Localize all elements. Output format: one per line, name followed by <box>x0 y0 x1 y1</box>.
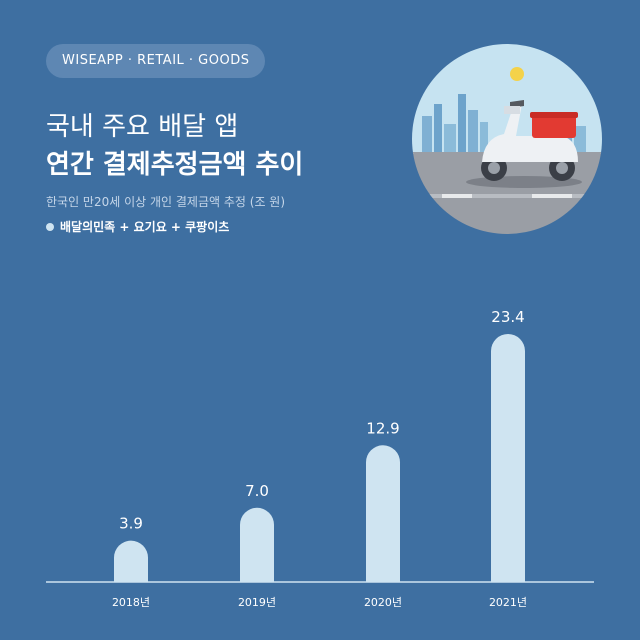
data-label: 23.4 <box>491 308 524 326</box>
x-tick-label: 2018년 <box>112 596 150 609</box>
title-line-2: 연간 결제추정금액 추이 <box>46 150 304 180</box>
title-line-1: 국내 주요 배달 앱 <box>46 112 239 142</box>
data-label: 7.0 <box>245 482 269 500</box>
data-label: 12.9 <box>366 419 399 437</box>
x-tick-label: 2019년 <box>238 596 276 609</box>
x-tick-label: 2021년 <box>489 596 527 609</box>
bar-2021년 <box>491 334 525 582</box>
bar-2019년 <box>240 507 274 582</box>
subtitle: 한국인 만20세 이상 개인 결제금액 추정 (조 원) <box>46 195 286 209</box>
source-badge: WISEAPP · RETAIL · GOODS <box>46 44 266 78</box>
legend: 배달의민족 + 요기요 + 쿠팡이츠 <box>46 218 229 235</box>
delivery-scooter-icon <box>412 44 602 234</box>
data-label: 3.9 <box>119 515 143 533</box>
bar-2020년 <box>366 445 400 582</box>
legend-label: 배달의민족 + 요기요 + 쿠팡이츠 <box>60 220 230 234</box>
bar-2018년 <box>114 540 148 582</box>
legend-dot-icon <box>46 222 54 231</box>
x-tick-label: 2020년 <box>364 596 402 609</box>
